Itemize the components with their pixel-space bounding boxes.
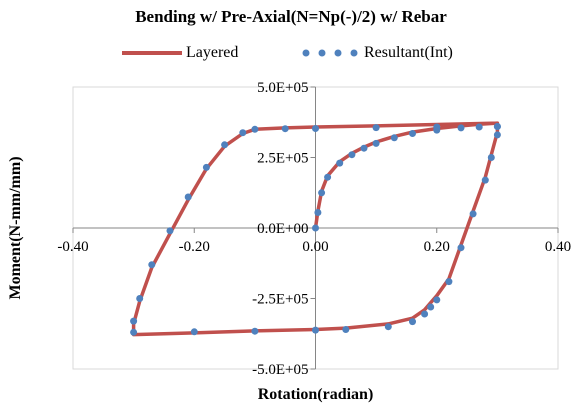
x-axis-label: Rotation(radian) — [257, 386, 374, 403]
series-point-resultant-int — [493, 131, 501, 139]
series-point-resultant-int — [130, 317, 138, 325]
series-point-resultant-int — [312, 224, 319, 232]
series-point-resultant-int — [409, 130, 416, 137]
series-point-resultant-int — [433, 296, 441, 304]
legend-entry-resultant: Resultant(Int) — [300, 41, 453, 65]
series-point-resultant-int — [487, 154, 495, 161]
series-point-resultant-int — [372, 124, 380, 132]
series-point-resultant-int — [390, 134, 398, 142]
y-axis-label: Moment(N-mm/mm) — [7, 156, 24, 300]
series-point-resultant-int — [360, 144, 368, 152]
legend-label-layered: Layered — [186, 44, 239, 61]
series-point-resultant-int — [130, 328, 138, 336]
series-point-resultant-int — [342, 326, 350, 333]
x-tick-label: 0.20 — [424, 239, 450, 255]
series-point-resultant-int — [312, 326, 319, 334]
y-tick-label: 2.5E+05 — [257, 151, 308, 167]
series-point-resultant-int — [427, 303, 435, 311]
series-point-resultant-int — [314, 209, 322, 216]
series-point-resultant-int — [148, 261, 156, 269]
x-tick-label: -0.20 — [179, 239, 210, 255]
series-point-resultant-int — [221, 141, 229, 149]
chart-title: Bending w/ Pre-Axial(N=Np(-)/2) w/ Rebar — [135, 7, 447, 26]
series-point-resultant-int — [493, 123, 501, 130]
legend: Layered Resultant(Int) — [0, 41, 582, 65]
series-point-resultant-int — [433, 123, 441, 131]
y-axis-label-box: Moment(N-mm/mm) — [3, 87, 29, 369]
series-point-resultant-int — [348, 151, 356, 159]
series-point-resultant-int — [251, 327, 259, 335]
series-point-resultant-int — [372, 139, 380, 147]
series-point-resultant-int — [239, 129, 247, 137]
y-tick-label: -5.0E+05 — [252, 362, 308, 378]
legend-entry-layered: Layered — [122, 41, 238, 65]
series-point-resultant-int — [336, 159, 344, 167]
series-point-resultant-int — [136, 295, 144, 302]
series-point-resultant-int — [281, 125, 289, 133]
x-tick-label: 0.40 — [545, 239, 571, 255]
series-point-resultant-int — [251, 125, 259, 133]
series-point-resultant-int — [421, 310, 429, 318]
y-tick-label: 0.0E+00 — [257, 221, 308, 237]
series-point-resultant-int — [184, 193, 192, 201]
series-point-resultant-int — [202, 163, 210, 171]
series-point-resultant-int — [457, 124, 465, 132]
series-point-resultant-int — [457, 244, 465, 252]
series-point-resultant-int — [481, 176, 489, 184]
series-point-resultant-int — [475, 123, 483, 131]
series-point-resultant-int — [384, 323, 392, 331]
series-point-resultant-int — [190, 328, 198, 336]
y-tick-label: 5.0E+05 — [257, 80, 308, 96]
x-tick-label: 0.00 — [302, 239, 328, 255]
series-point-resultant-int — [469, 210, 477, 218]
series-point-resultant-int — [312, 125, 319, 132]
series-point-resultant-int — [318, 189, 326, 197]
x-tick-label: -0.40 — [57, 239, 88, 255]
legend-swatch-resultant — [302, 49, 358, 57]
legend-label-resultant: Resultant(Int) — [364, 44, 453, 61]
legend-swatch-layered — [122, 51, 182, 55]
series-point-resultant-int — [324, 173, 332, 181]
series-point-resultant-int — [166, 227, 174, 235]
y-tick-label: -2.5E+05 — [252, 292, 308, 308]
series-point-resultant-int — [445, 278, 453, 286]
series-point-resultant-int — [409, 318, 416, 326]
